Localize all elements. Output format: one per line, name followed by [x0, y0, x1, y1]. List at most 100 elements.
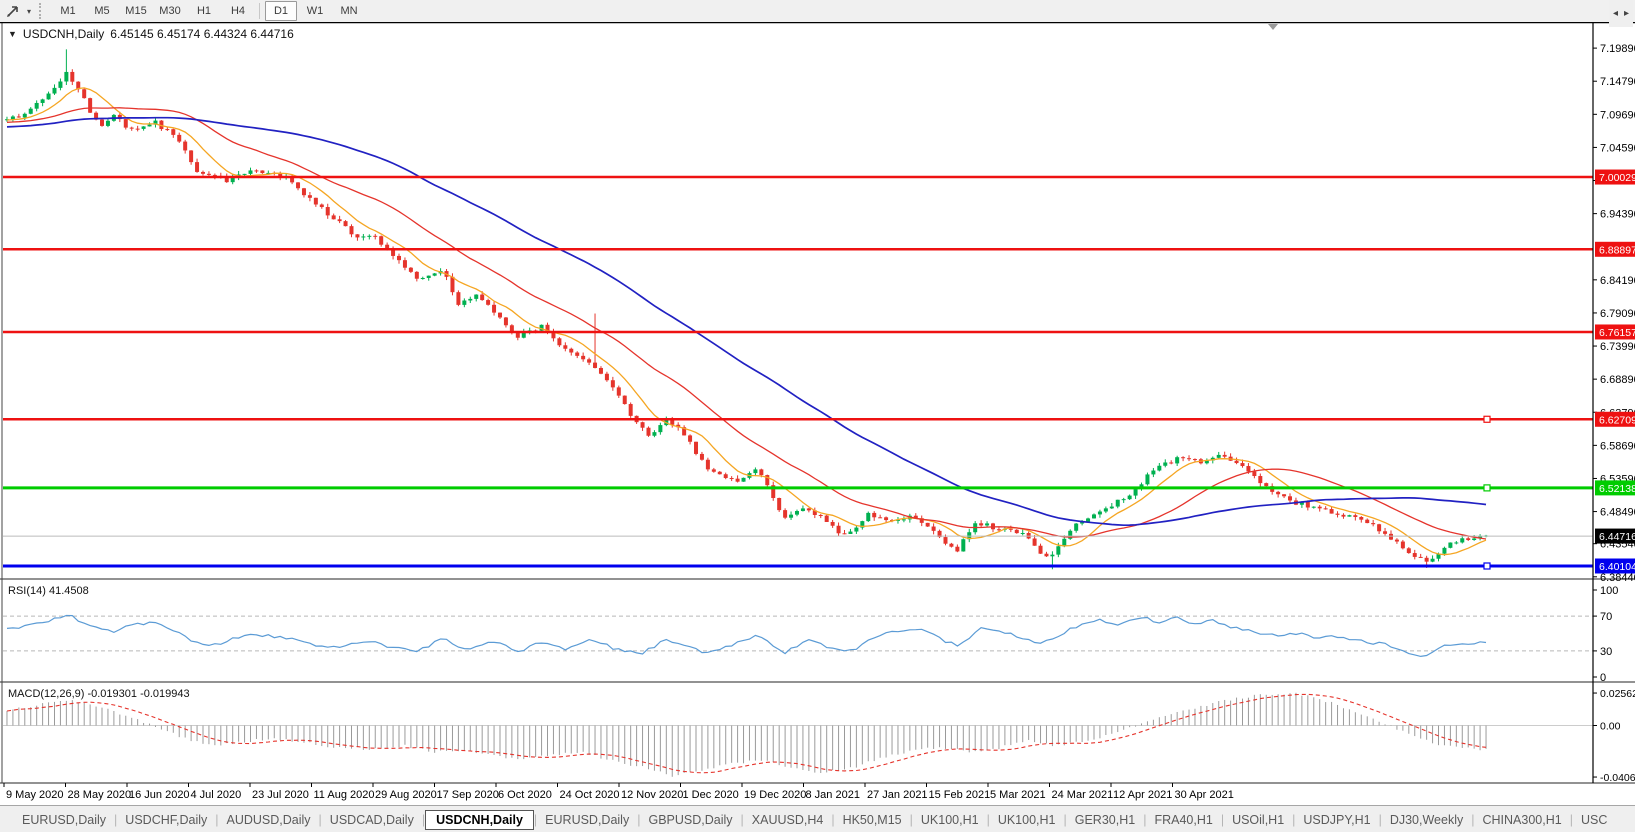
down-candle: [325, 207, 330, 216]
up-candle: [1115, 499, 1120, 507]
line-handle[interactable]: [1483, 484, 1491, 492]
down-candle: [676, 424, 681, 428]
down-candle: [1365, 519, 1370, 524]
line-handle[interactable]: [1483, 562, 1491, 570]
tab-usdcnh-daily-4[interactable]: USDCNH,Daily: [425, 809, 534, 830]
down-candle: [1169, 462, 1174, 464]
down-candle: [604, 373, 609, 381]
toolbar-grip: [39, 3, 46, 19]
up-candle: [22, 113, 27, 118]
chart-canvas[interactable]: 7.198907.147907.096907.045906.994906.943…: [0, 22, 1635, 805]
down-candle: [610, 380, 615, 388]
down-candle: [771, 485, 776, 499]
timeframe-button-d1[interactable]: D1: [265, 1, 297, 21]
tab-separator: |: [1220, 812, 1225, 827]
tab-separator: |: [1471, 812, 1475, 827]
price-tick-label: 6.68890: [1600, 374, 1635, 386]
down-candle: [195, 162, 200, 172]
up-candle: [753, 469, 758, 474]
down-candle: [1335, 513, 1340, 515]
tab-eurusd-daily-0[interactable]: EURUSD,Daily: [22, 812, 107, 827]
main-price-panel: [3, 49, 1593, 570]
tab-separator: |: [1292, 812, 1296, 827]
down-candle: [1288, 496, 1293, 501]
timeframe-button-m30[interactable]: M30: [159, 5, 181, 17]
up-candle: [1050, 554, 1055, 557]
collapse-triangle-icon[interactable]: ▼: [8, 29, 17, 39]
up-candle: [866, 512, 871, 522]
down-candle: [759, 469, 764, 476]
up-candle: [1436, 553, 1441, 559]
down-candle: [177, 134, 182, 142]
timeframe-button-m1[interactable]: M1: [60, 5, 76, 17]
macd-signal-line: [6, 693, 1487, 774]
tab-uk100-h1-10[interactable]: UK100,H1: [997, 812, 1056, 827]
up-candle: [153, 120, 158, 125]
timeframe-button-h1[interactable]: H1: [196, 5, 212, 17]
timeframe-button-mn[interactable]: MN: [340, 5, 358, 17]
tab-scroll-arrows: ◂ ▸: [1608, 0, 1633, 27]
current-price-badge-label: 6.44716: [1599, 531, 1635, 543]
timeframe-toolbar: ▾ M1 M5 M15 M30 H1 H4 D1 W1 MN: [0, 0, 1635, 23]
up-candle: [1074, 523, 1079, 531]
tab-xauusd-h4-7[interactable]: XAUUSD,H4: [751, 812, 824, 827]
up-candle: [961, 539, 966, 552]
down-candle: [1187, 458, 1192, 460]
tab-scroll-right-icon[interactable]: ▸: [1623, 8, 1629, 19]
down-candle: [385, 244, 390, 250]
tab-usoil-h1-13[interactable]: USOil,H1: [1232, 812, 1285, 827]
tab-hk50-m15-8[interactable]: HK50,M15: [842, 812, 902, 827]
tab-uk100-h1-9[interactable]: UK100,H1: [920, 812, 979, 827]
chart-window[interactable]: 7.198907.147907.096907.045906.994906.943…: [0, 22, 1635, 805]
down-candle: [1258, 476, 1263, 484]
up-candle: [361, 236, 366, 238]
timeframe-button-w1[interactable]: W1: [306, 5, 324, 17]
tab-china300-h1-16[interactable]: CHINA300,H1: [1482, 812, 1562, 827]
down-candle: [1424, 557, 1429, 562]
down-candle: [872, 512, 877, 518]
up-candle: [521, 331, 526, 338]
down-candle: [812, 510, 817, 515]
date-tick-label: 29 Aug 2020: [375, 789, 437, 801]
down-candle: [1371, 523, 1376, 525]
timeframe-button-m5[interactable]: M5: [94, 5, 110, 17]
up-candle: [105, 120, 110, 126]
cursor-tool-dropdown-icon[interactable]: ▾: [26, 6, 31, 16]
tab-separator: |: [421, 812, 426, 827]
tab-audusd-daily-2[interactable]: AUDUSD,Daily: [226, 812, 311, 827]
tab-separator: |: [637, 812, 641, 827]
down-candle: [373, 235, 378, 237]
tab-usdjpy-h1-14[interactable]: USDJPY,H1: [1303, 812, 1371, 827]
tab-usdcad-daily-3[interactable]: USDCAD,Daily: [329, 812, 414, 827]
line-handle[interactable]: [1483, 415, 1491, 423]
down-candle: [100, 119, 105, 126]
down-candle: [503, 317, 508, 326]
timeframe-button-m15[interactable]: M15: [125, 5, 147, 17]
tab-usdchf-daily-1[interactable]: USDCHF,Daily: [125, 812, 208, 827]
tab-gbpusd-daily-6[interactable]: GBPUSD,Daily: [648, 812, 733, 827]
down-candle: [450, 276, 455, 293]
cursor-tool-icon[interactable]: [3, 2, 23, 20]
up-candle: [1157, 465, 1162, 471]
down-candle: [842, 533, 847, 535]
date-tick-label: 15 Feb 2021: [929, 789, 991, 801]
down-candle: [575, 352, 580, 356]
chart-shift-marker[interactable]: [1268, 24, 1278, 30]
tab-fra40-h1-12[interactable]: FRA40,H1: [1154, 812, 1213, 827]
up-candle: [901, 519, 906, 521]
timeframe-button-h4[interactable]: H4: [230, 5, 246, 17]
tab-ger30-h1-11[interactable]: GER30,H1: [1074, 812, 1136, 827]
up-candle: [58, 81, 63, 88]
tab-scroll-left-icon[interactable]: ◂: [1612, 8, 1618, 19]
down-candle: [290, 176, 295, 183]
up-candle: [1454, 542, 1459, 544]
tab-eurusd-daily-5[interactable]: EURUSD,Daily: [545, 812, 630, 827]
up-candle: [64, 71, 69, 82]
tab-dj30-weekly-15[interactable]: DJ30,Weekly: [1389, 812, 1464, 827]
down-candle: [331, 215, 336, 220]
down-candle: [1341, 514, 1346, 517]
up-candle: [432, 273, 437, 276]
date-tick-label: 23 Jul 2020: [252, 789, 309, 801]
price-tick-label: 7.19890: [1600, 43, 1635, 55]
tab-usc-17[interactable]: USC: [1580, 812, 1608, 827]
